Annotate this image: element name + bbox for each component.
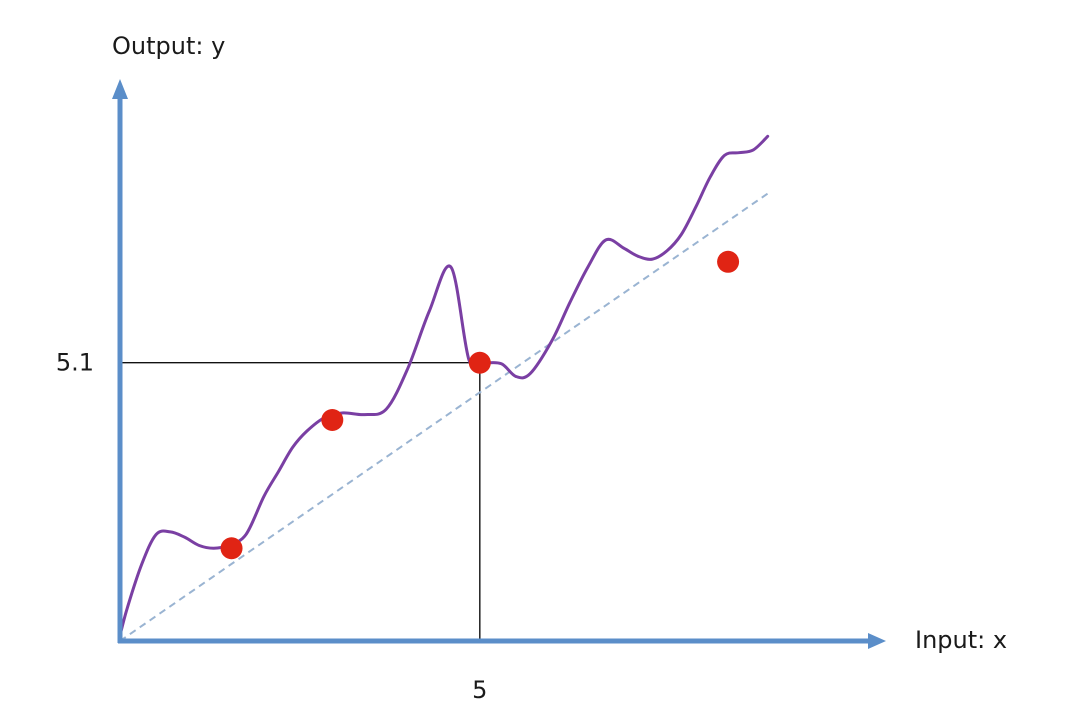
y-axis-arrowhead <box>112 79 128 99</box>
sample-point <box>220 537 243 560</box>
sample-point <box>321 409 344 432</box>
sample-points-layer <box>220 250 740 560</box>
x-axis-label: Input: x <box>915 626 1007 654</box>
x-axis-arrowhead <box>868 633 886 649</box>
y-tick-label: 5.1 <box>56 349 94 377</box>
trend-line <box>119 192 769 642</box>
curve-layer <box>118 134 770 637</box>
sample-point <box>468 351 491 374</box>
fitted-curve <box>118 134 770 637</box>
axes <box>112 79 886 649</box>
y-axis-label: Output: y <box>112 32 225 60</box>
tick-labels: 55.1 <box>56 349 488 704</box>
reference-lines <box>120 362 481 641</box>
sample-point <box>717 250 740 273</box>
x-tick-label: 5 <box>472 676 487 704</box>
trend-line-layer <box>119 192 769 642</box>
